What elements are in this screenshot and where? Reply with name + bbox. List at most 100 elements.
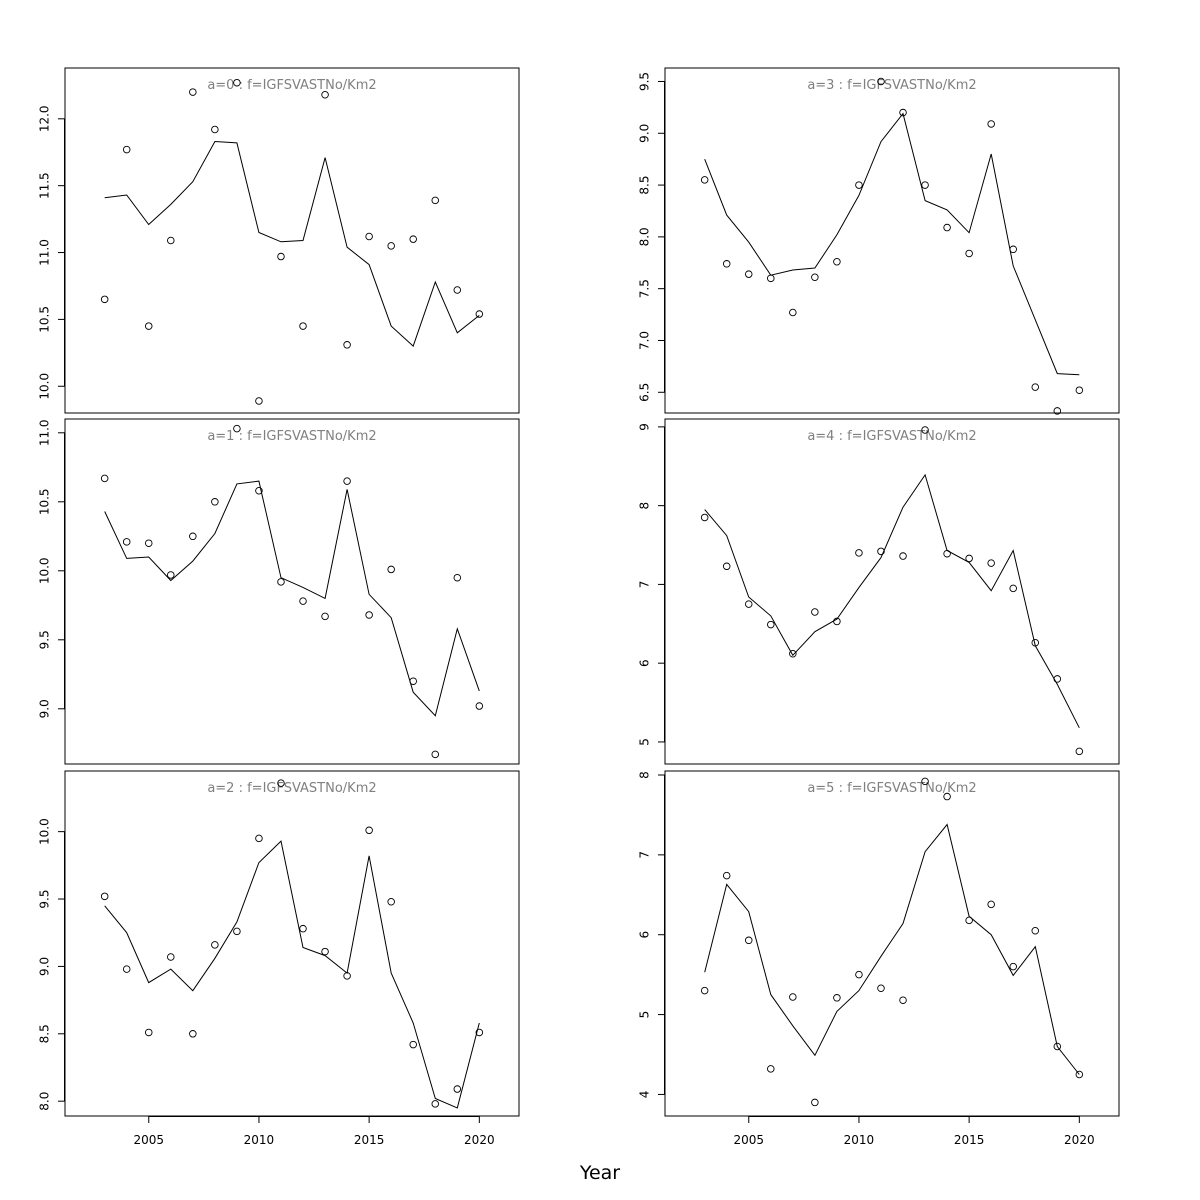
x-tick-label: 2020: [1064, 1133, 1095, 1147]
data-point: [811, 1098, 819, 1107]
y-tick-label: 4: [638, 1091, 652, 1099]
x-axis: 2005 2010 2015 2020: [733, 1116, 1095, 1147]
data-point: [255, 487, 263, 495]
y-axis: 4 5 6 7 8: [638, 771, 665, 1099]
panels: a=0 : f=IGFSVASTNo/Km2 10.0 10.5 11.0 11.5 12…: [38, 67, 1120, 1147]
y-axis: 8.0 8.5 9.0 9.5 10.0: [38, 818, 65, 1111]
y-tick-label: 8.5: [38, 1024, 52, 1043]
data-point: [1009, 584, 1017, 593]
y-tick-label: 5: [638, 738, 652, 746]
panel-4: a=2 : f=IGFSVASTNo/Km2 8.0 8.5 9.0 9.5 10.0 20…: [38, 770, 520, 1147]
y-tick-label: 8.0: [638, 227, 652, 246]
data-point: [277, 578, 285, 586]
y-tick-label: 9.0: [38, 957, 52, 976]
data-point: [365, 232, 373, 241]
data-point: [855, 970, 863, 979]
data-point: [343, 477, 351, 485]
x-tick-label: 2010: [844, 1133, 875, 1147]
data-point: [1053, 407, 1062, 415]
data-point: [921, 777, 929, 786]
data-point: [453, 1085, 462, 1093]
y-tick-label: 7: [638, 581, 652, 589]
data-point: [943, 223, 951, 232]
data-point: [100, 474, 109, 483]
x-tick-label: 2020: [464, 1133, 495, 1147]
x-tick-label: 2015: [954, 1133, 985, 1147]
data-point: [144, 1028, 153, 1037]
data-point: [167, 953, 175, 961]
data-point: [811, 273, 819, 282]
data-point: [965, 249, 973, 258]
data-point: [299, 597, 307, 605]
data-point: [1031, 638, 1040, 647]
y-tick-label: 7.5: [638, 279, 652, 298]
data-point: [1009, 245, 1017, 254]
y-tick-label: 10.0: [38, 557, 52, 584]
data-point: [409, 235, 417, 243]
data-point: [475, 702, 484, 710]
data-point: [475, 1028, 484, 1037]
y-tick-label: 10.5: [38, 488, 52, 515]
data-point: [700, 513, 709, 522]
data-point: [855, 181, 863, 189]
fitted-line: [104, 140, 480, 347]
data-point: [100, 892, 109, 901]
data-point: [321, 90, 329, 99]
y-tick-label: 10.5: [38, 306, 52, 333]
x-tick-label: 2005: [133, 1133, 164, 1147]
plot-frame: [64, 770, 520, 1117]
data-point: [965, 916, 973, 925]
fitted-line: [104, 480, 480, 717]
y-tick-label: 8: [638, 502, 652, 510]
data-point: [833, 617, 841, 626]
data-point: [877, 77, 885, 86]
plot-frame: [664, 418, 1120, 765]
x-axis-label: Year: [579, 1162, 620, 1184]
y-tick-label: 9.0: [638, 124, 652, 143]
data-point: [343, 972, 351, 980]
panel-title: a=4 : f=IGFSVASTNo/Km2: [807, 429, 976, 444]
data-point: [722, 562, 731, 571]
y-axis: 6.5 7.0 7.5 8.0 8.5 9.0 9.5: [638, 72, 665, 402]
y-tick-label: 8.0: [38, 1092, 52, 1111]
data-point: [767, 1065, 775, 1073]
y-tick-label: 7.0: [638, 331, 652, 350]
data-point: [277, 779, 285, 787]
data-point: [700, 986, 709, 995]
data-point: [744, 270, 753, 278]
x-tick-label: 2010: [244, 1133, 275, 1147]
data-point: [144, 322, 153, 330]
fitted-line: [704, 473, 1080, 729]
data-point: [409, 677, 417, 685]
y-tick-label: 9: [638, 423, 652, 431]
data-point: [387, 242, 395, 250]
data-point: [343, 341, 351, 349]
plot-frame: [664, 770, 1120, 1117]
data-point: [921, 181, 929, 189]
y-tick-label: 9.5: [638, 72, 652, 91]
data-point: [431, 196, 440, 205]
data-point: [233, 424, 241, 433]
data-point: [365, 826, 373, 835]
x-axis: 2005 2010 2015 2020: [133, 1116, 495, 1147]
data-point: [1031, 926, 1040, 935]
plot-frame: [664, 67, 1120, 414]
data-point: [1075, 1070, 1084, 1079]
data-point: [122, 145, 131, 154]
y-axis: 9.0 9.5 10.0 10.5 11.0: [38, 419, 65, 718]
data-point: [789, 649, 797, 658]
panel-title: a=2 : f=IGFSVASTNo/Km2: [207, 781, 376, 796]
data-point: [767, 620, 775, 629]
data-point: [299, 924, 307, 933]
data-point: [255, 397, 263, 405]
data-point: [833, 994, 841, 1002]
data-point: [365, 611, 373, 619]
y-tick-label: 5: [638, 1011, 652, 1019]
y-tick-label: 11.5: [38, 172, 52, 199]
panel-1: a=3 : f=IGFSVASTNo/Km2 6.5 7.0 7.5 8.0 8.5 9.0…: [638, 67, 1120, 415]
data-point: [299, 322, 307, 330]
data-point: [321, 947, 329, 956]
y-tick-label: 11.0: [38, 419, 52, 446]
y-tick-label: 6: [638, 931, 652, 939]
